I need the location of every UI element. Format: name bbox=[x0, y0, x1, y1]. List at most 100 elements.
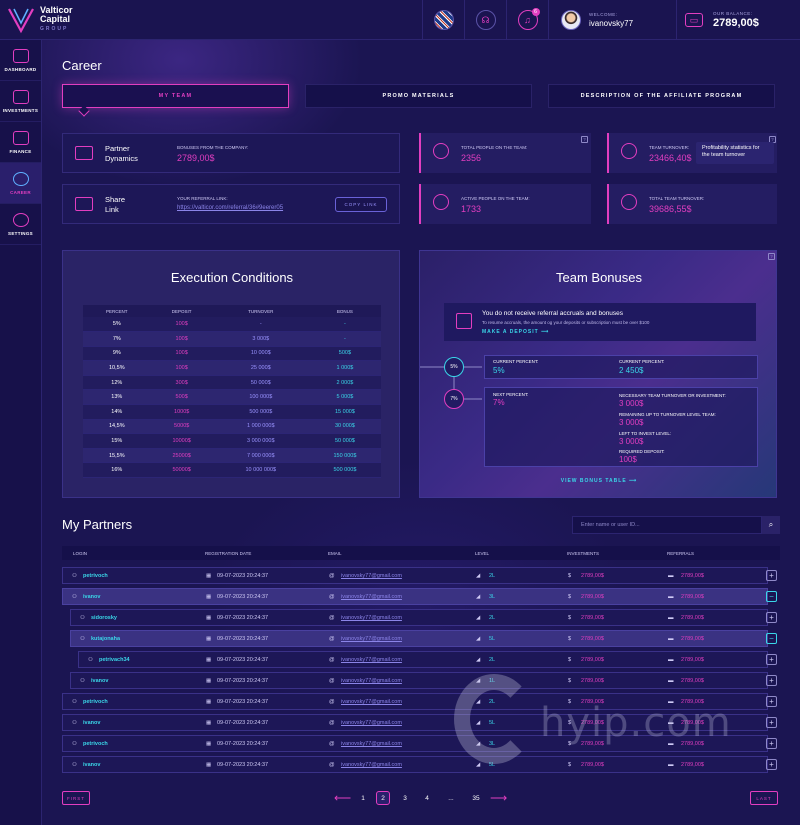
expand-row-button[interactable]: + bbox=[766, 675, 777, 686]
help-icon[interactable]: ? bbox=[768, 253, 775, 260]
partner-email[interactable]: ivanovsky77@gmail.com bbox=[341, 741, 402, 747]
partner-reg-date: 09-07-2023 20:24:37 bbox=[217, 657, 269, 663]
user-icon: ⚇ bbox=[72, 720, 77, 726]
partner-email[interactable]: ivanovsky77@gmail.com bbox=[341, 615, 402, 621]
referral-link[interactable]: https://valticor.com/referral/36#9eerer0… bbox=[177, 205, 284, 211]
language-selector[interactable] bbox=[422, 0, 464, 40]
partner-dynamics-title: Partner Dynamics bbox=[105, 144, 138, 163]
brand-logo[interactable]: Valticor Capital GROUP bbox=[6, 4, 116, 36]
conditions-row: 10,5% 100$ 25 000$ 1 000$ bbox=[83, 360, 381, 376]
user-profile[interactable]: WELCOME: ivanovsky77 bbox=[548, 0, 676, 40]
expand-row-button[interactable]: + bbox=[766, 570, 777, 581]
view-bonus-table-link[interactable]: VIEW BONUS TABLE ⟶ bbox=[560, 478, 638, 484]
sidebar-item-career[interactable]: CAREER bbox=[0, 163, 41, 204]
conditions-cell: 500$ bbox=[308, 346, 381, 362]
partner-level: 5L bbox=[489, 636, 496, 642]
partner-login[interactable]: petrivach34 bbox=[99, 657, 130, 663]
expand-row-button[interactable]: + bbox=[766, 759, 777, 770]
partner-login[interactable]: ivanov bbox=[83, 762, 101, 768]
partner-email[interactable]: ivanovsky77@gmail.com bbox=[341, 720, 402, 726]
search-button[interactable]: ⌕ bbox=[762, 516, 780, 534]
partner-login[interactable]: ivanov bbox=[83, 594, 101, 600]
table-row[interactable]: ⚇ ivanov ▦ 09-07-2023 20:24:37 @ ivanovsky77@… bbox=[62, 714, 768, 731]
expand-row-button[interactable]: + bbox=[766, 654, 777, 665]
partner-investments: 2789,00$ bbox=[581, 720, 604, 726]
conditions-cell: 100 000$ bbox=[212, 389, 309, 406]
table-row[interactable]: ⚇ petrivach34 ▦ 09-07-2023 20:24:37 @ ivanovs… bbox=[78, 651, 768, 668]
table-row[interactable]: ⚇ kutajonaha ▦ 09-07-2023 20:24:37 @ ivanovsk… bbox=[70, 630, 768, 647]
tab-affiliate-description[interactable]: DESCRIPTION OF THE AFFILIATE PROGRAM bbox=[548, 84, 775, 108]
copy-link-button[interactable]: COPY LINK bbox=[335, 197, 387, 212]
partner-investments: 2789,00$ bbox=[581, 657, 604, 663]
partner-email[interactable]: ivanovsky77@gmail.com bbox=[341, 636, 402, 642]
at-icon: @ bbox=[329, 678, 335, 684]
level-bars-icon: ◢ bbox=[476, 762, 481, 768]
col-turnover: TURNOVER bbox=[212, 305, 309, 317]
table-row[interactable]: ⚇ ivanov ▦ 09-07-2023 20:24:37 @ ivanovsky77@… bbox=[62, 588, 768, 605]
partner-email[interactable]: ivanovsky77@gmail.com bbox=[341, 678, 402, 684]
prev-page-arrow-icon[interactable]: ⟵ bbox=[334, 791, 352, 805]
partner-login[interactable]: ivanov bbox=[91, 678, 109, 684]
tab-my-team[interactable]: MY TEAM bbox=[62, 84, 289, 108]
calendar-icon: ▦ bbox=[206, 699, 212, 705]
collapse-row-button[interactable]: − bbox=[766, 633, 777, 644]
page-35[interactable]: 35 bbox=[472, 794, 480, 802]
partner-investments: 2789,00$ bbox=[581, 678, 604, 684]
level-bars-icon: ◢ bbox=[476, 657, 481, 663]
conditions-cell: 15 000$ bbox=[308, 404, 381, 420]
table-row[interactable]: ⚇ petrivoch ▦ 09-07-2023 20:24:37 @ ivanovsky… bbox=[62, 735, 768, 752]
help-icon[interactable]: ? bbox=[581, 136, 588, 143]
coin-icon: $ bbox=[568, 594, 572, 600]
table-row[interactable]: ⚇ ivanov ▦ 09-07-2023 20:24:37 @ ivanovsky77@… bbox=[70, 672, 768, 689]
page-1[interactable]: 1 bbox=[361, 794, 365, 802]
calendar-icon: ▦ bbox=[206, 762, 212, 768]
page-3[interactable]: 3 bbox=[403, 794, 407, 802]
balance-widget[interactable]: ▭ OUR BALANCE: 2789,00$ bbox=[676, 0, 800, 40]
partner-email[interactable]: ivanovsky77@gmail.com bbox=[341, 657, 402, 663]
partner-login[interactable]: petrivoch bbox=[83, 573, 108, 579]
gear-icon bbox=[12, 212, 29, 227]
current-level-circle: 5% bbox=[444, 357, 464, 377]
collapse-row-button[interactable]: − bbox=[766, 591, 777, 602]
next-page-arrow-icon[interactable]: ⟶ bbox=[490, 791, 508, 805]
calendar-icon: ▦ bbox=[206, 573, 212, 579]
folder-icon: ▬ bbox=[668, 594, 674, 600]
last-page-button[interactable]: LAST bbox=[750, 791, 778, 805]
first-page-button[interactable]: FIRST bbox=[62, 791, 90, 805]
sidebar-item-finance[interactable]: FINANCE bbox=[0, 122, 41, 163]
table-row[interactable]: ⚇ ivanov ▦ 09-07-2023 20:24:37 @ ivanovsky77@… bbox=[62, 756, 768, 773]
partner-investments: 2789,00$ bbox=[581, 615, 604, 621]
partner-login[interactable]: ivanov bbox=[83, 720, 101, 726]
top-bar: Valticor Capital GROUP ☊ ♫ 6 WELCOME: iv… bbox=[0, 0, 800, 40]
table-row[interactable]: ⚇ sidorosky ▦ 09-07-2023 20:24:37 @ ivanovsky… bbox=[70, 609, 768, 626]
sidebar-item-settings[interactable]: SETTINGS bbox=[0, 204, 41, 245]
partner-login[interactable]: kutajonaha bbox=[91, 636, 121, 642]
notifications-button[interactable]: ♫ 6 bbox=[506, 0, 548, 40]
level-bars-icon: ◢ bbox=[476, 573, 481, 579]
sidebar-item-investments[interactable]: INVESTMENTS bbox=[0, 81, 41, 122]
make-deposit-link[interactable]: MAKE A DEPOSIT ⟶ bbox=[482, 329, 550, 335]
conditions-cell: 100$ bbox=[150, 346, 213, 362]
support-button[interactable]: ☊ bbox=[464, 0, 506, 40]
partner-email[interactable]: ivanovsky77@gmail.com bbox=[341, 573, 402, 579]
sidebar-item-dashboard[interactable]: DASHBOARD bbox=[0, 40, 41, 81]
table-row[interactable]: ⚇ petrivoch ▦ 09-07-2023 20:24:37 @ ivanovsky… bbox=[62, 567, 768, 584]
bonus-label: BONUSES FROM THE COMPANY: bbox=[177, 145, 249, 150]
tab-promo-materials[interactable]: PROMO MATERIALS bbox=[305, 84, 532, 108]
page-2-current[interactable]: 2 bbox=[376, 791, 390, 805]
partner-login[interactable]: sidorosky bbox=[91, 615, 117, 621]
expand-row-button[interactable]: + bbox=[766, 738, 777, 749]
expand-row-button[interactable]: + bbox=[766, 696, 777, 707]
partner-login[interactable]: petrivoch bbox=[83, 699, 108, 705]
expand-row-button[interactable]: + bbox=[766, 717, 777, 728]
page-4[interactable]: 4 bbox=[425, 794, 429, 802]
partner-search-input[interactable]: Enter name or user ID... bbox=[572, 516, 762, 534]
partner-login[interactable]: petrivoch bbox=[83, 741, 108, 747]
team-bonuses-title: Team Bonuses bbox=[556, 270, 642, 285]
table-row[interactable]: ⚇ petrivoch ▦ 09-07-2023 20:24:37 @ ivanovsky… bbox=[62, 693, 768, 710]
expand-row-button[interactable]: + bbox=[766, 612, 777, 623]
page-ellipsis: ... bbox=[448, 794, 454, 802]
partner-email[interactable]: ivanovsky77@gmail.com bbox=[341, 594, 402, 600]
partner-email[interactable]: ivanovsky77@gmail.com bbox=[341, 762, 402, 768]
partner-email[interactable]: ivanovsky77@gmail.com bbox=[341, 699, 402, 705]
